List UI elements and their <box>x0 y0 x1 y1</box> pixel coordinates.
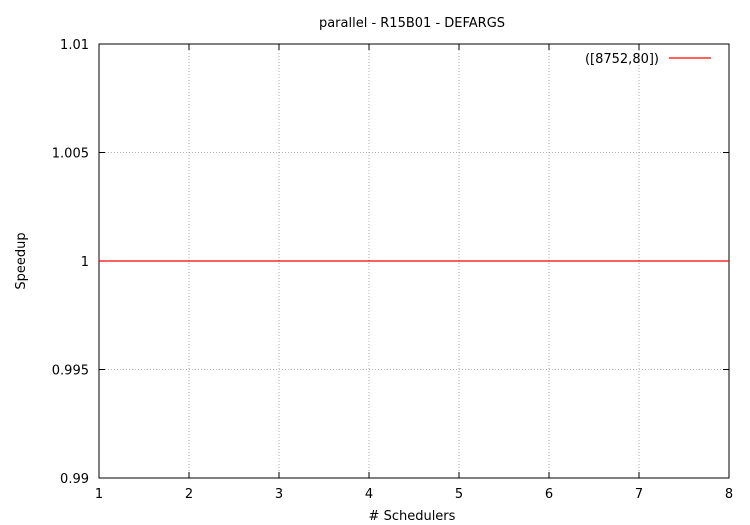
x-tick-label: 2 <box>185 487 193 502</box>
legend-label: ([8752,80]) <box>585 52 659 67</box>
x-tick-label: 5 <box>455 487 463 502</box>
y-tick-label: 1.005 <box>52 147 89 162</box>
y-tick-label: 1.01 <box>60 38 89 53</box>
x-axis-ticks: 1 2 3 4 5 6 7 8 <box>95 44 733 502</box>
x-tick-label: 3 <box>275 487 283 502</box>
x-tick-label: 7 <box>635 487 643 502</box>
y-tick-label: 0.995 <box>52 364 89 379</box>
x-tick-label: 4 <box>365 487 373 502</box>
legend: ([8752,80]) <box>585 52 711 67</box>
y-axis-ticks: 0.99 0.995 1 1.005 1.01 <box>52 38 729 487</box>
y-axis-label: Speedup <box>14 232 29 289</box>
x-tick-label: 1 <box>95 487 103 502</box>
x-tick-label: 6 <box>545 487 553 502</box>
y-tick-label: 1 <box>81 255 89 270</box>
x-axis-label: # Schedulers <box>369 509 456 524</box>
y-tick-label: 0.99 <box>60 472 89 487</box>
chart-title: parallel - R15B01 - DEFARGS <box>319 16 505 31</box>
x-tick-label: 8 <box>725 487 733 502</box>
